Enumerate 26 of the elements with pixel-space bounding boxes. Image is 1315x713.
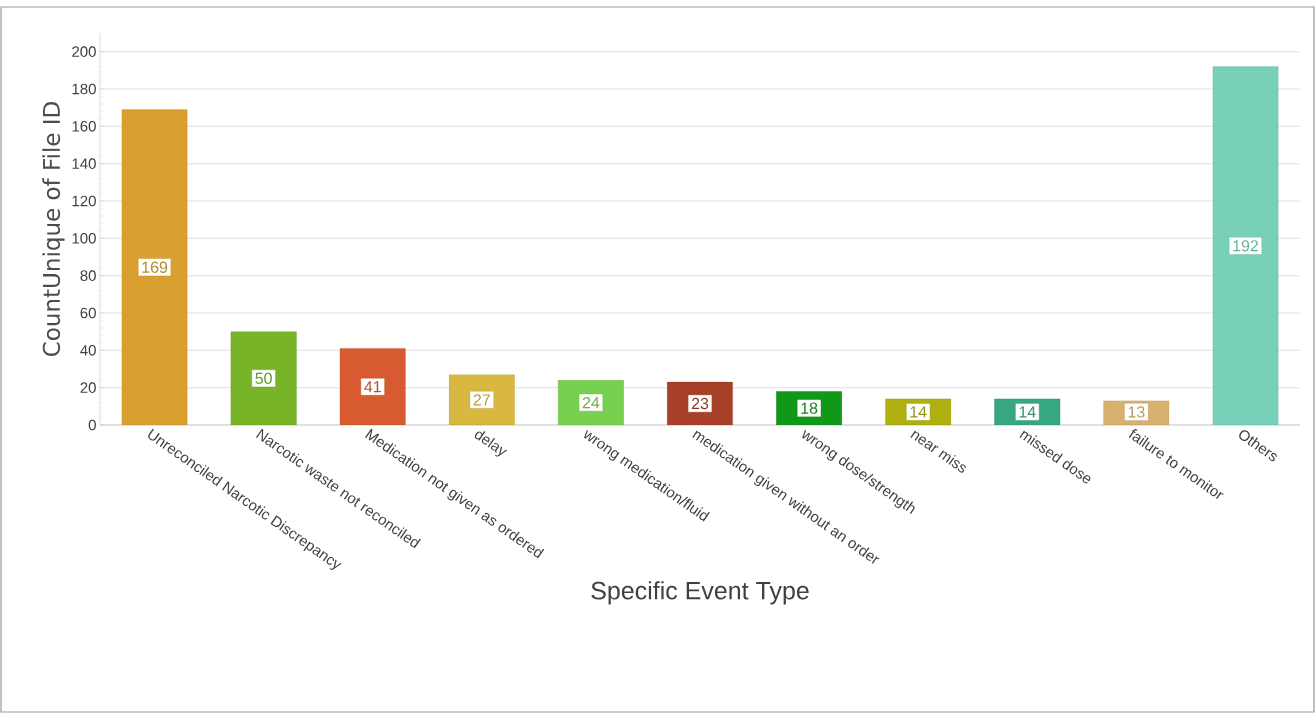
data-label: 18 [801,402,818,414]
data-label: 169 [142,261,168,273]
y-tick-label: 120 [72,195,96,207]
x-axis-title: Specific Event Type [591,581,809,605]
data-label: 50 [255,372,272,384]
x-tick-label: near miss [910,430,966,473]
data-label: 23 [691,397,709,410]
data-label: 24 [582,397,600,409]
data-label: 27 [473,394,490,406]
data-label: 13 [1128,406,1145,418]
data-label: 41 [364,381,381,393]
y-tick-label: 140 [72,158,96,169]
y-tick-label: 60 [80,307,96,319]
data-label: 192 [1233,240,1258,252]
y-tick-label: 100 [72,233,96,244]
data-label: 14 [910,406,927,418]
y-tick-label: 80 [80,270,96,281]
y-tick-label: 200 [72,46,96,57]
y-tick-label: 180 [72,83,96,95]
y-axis-title: CountUnique of File ID [42,102,65,356]
y-tick-label: 40 [80,345,96,356]
y-tick-label: 20 [80,382,96,393]
y-tick-label: 0 [88,419,96,431]
y-tick-label: 160 [72,121,96,132]
bar [1212,66,1279,425]
data-label: 14 [1019,406,1036,418]
